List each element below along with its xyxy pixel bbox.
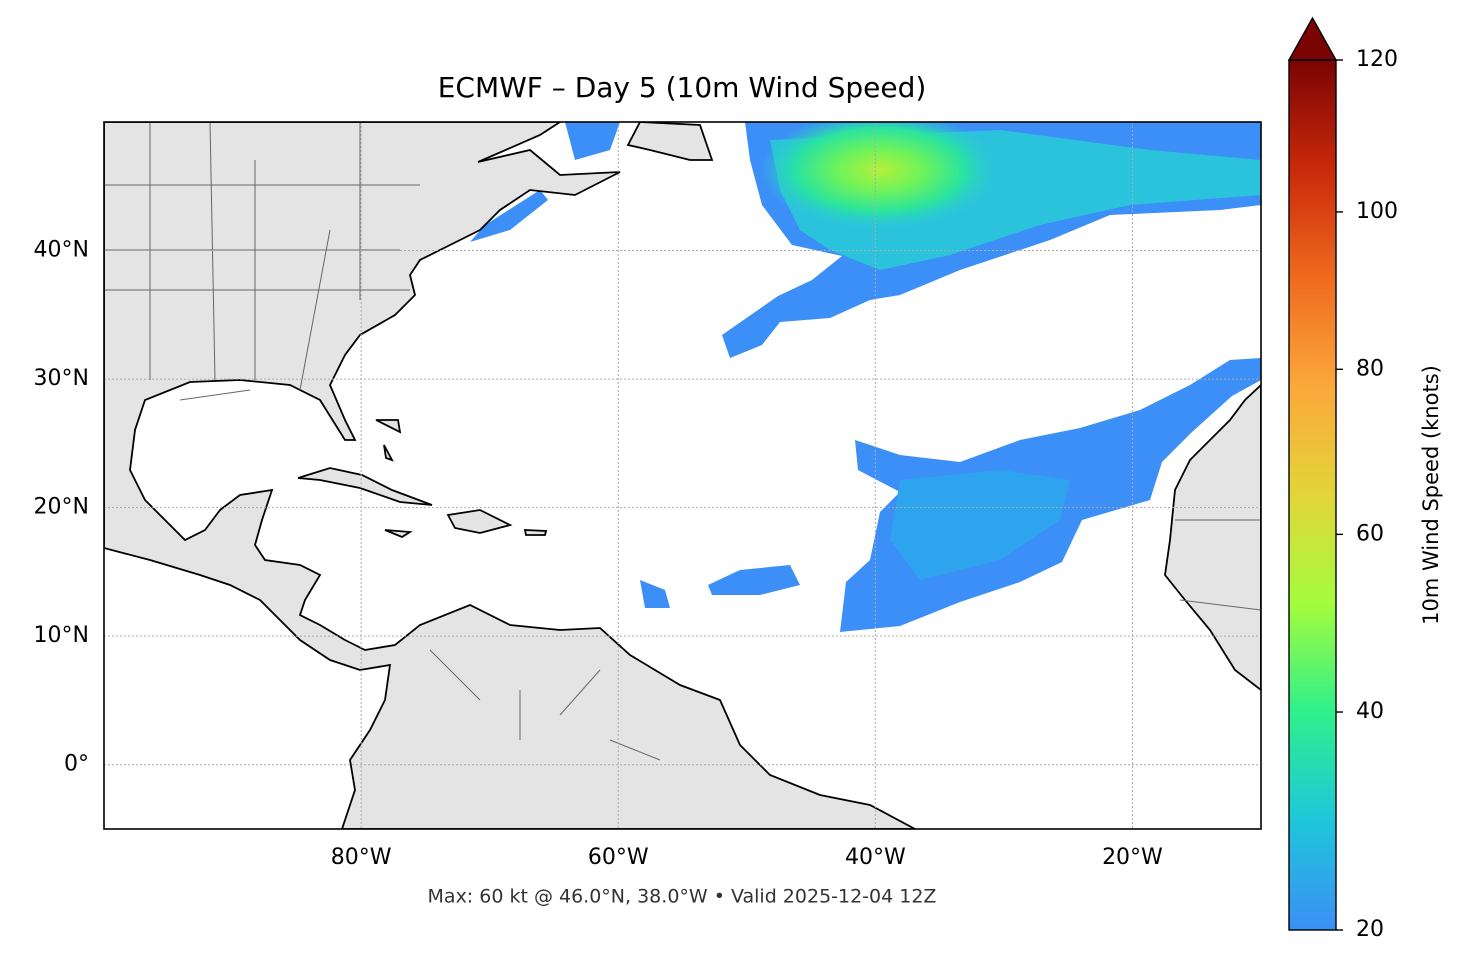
colorbar-tick-label: 60 xyxy=(1356,521,1384,546)
jamaica xyxy=(384,529,413,539)
y-tick-label: 40°N xyxy=(34,238,89,263)
bahamas xyxy=(375,419,402,462)
cuba xyxy=(297,467,433,506)
puerto-rico xyxy=(523,529,548,536)
footnote: Max: 60 kt @ 46.0°N, 38.0°W • Valid 2025… xyxy=(428,886,937,908)
x-tick-label: 20°W xyxy=(1102,845,1163,870)
map-frame xyxy=(103,121,1262,830)
colorbar-extend xyxy=(1287,16,1338,61)
colorbar-frame xyxy=(1288,59,1337,931)
colorbar xyxy=(1289,60,1336,930)
y-tick-label: 20°N xyxy=(34,495,89,520)
newfoundland xyxy=(626,122,714,161)
colorbar-tick-label: 120 xyxy=(1356,47,1398,72)
map xyxy=(104,122,1261,829)
hispaniola xyxy=(446,509,513,534)
x-tick-label: 40°W xyxy=(845,845,906,870)
colorbar-tick-label: 40 xyxy=(1356,699,1384,724)
colorbar-tick-label: 80 xyxy=(1356,356,1384,381)
americas xyxy=(104,122,916,829)
x-tick-label: 60°W xyxy=(588,845,649,870)
wind-field xyxy=(228,122,1261,632)
colorbar-label: 10m Wind Speed (knots) xyxy=(1419,365,1443,625)
colorbar-tick-label: 20 xyxy=(1356,917,1384,942)
y-tick-label: 10°N xyxy=(34,623,89,648)
x-tick-label: 80°W xyxy=(331,845,392,870)
colorbar-tick-label: 100 xyxy=(1356,199,1398,224)
y-tick-label: 30°N xyxy=(34,366,89,391)
y-tick-label: 0° xyxy=(64,752,89,777)
africa xyxy=(1164,383,1261,692)
chart-title: ECMWF – Day 5 (10m Wind Speed) xyxy=(438,71,927,104)
